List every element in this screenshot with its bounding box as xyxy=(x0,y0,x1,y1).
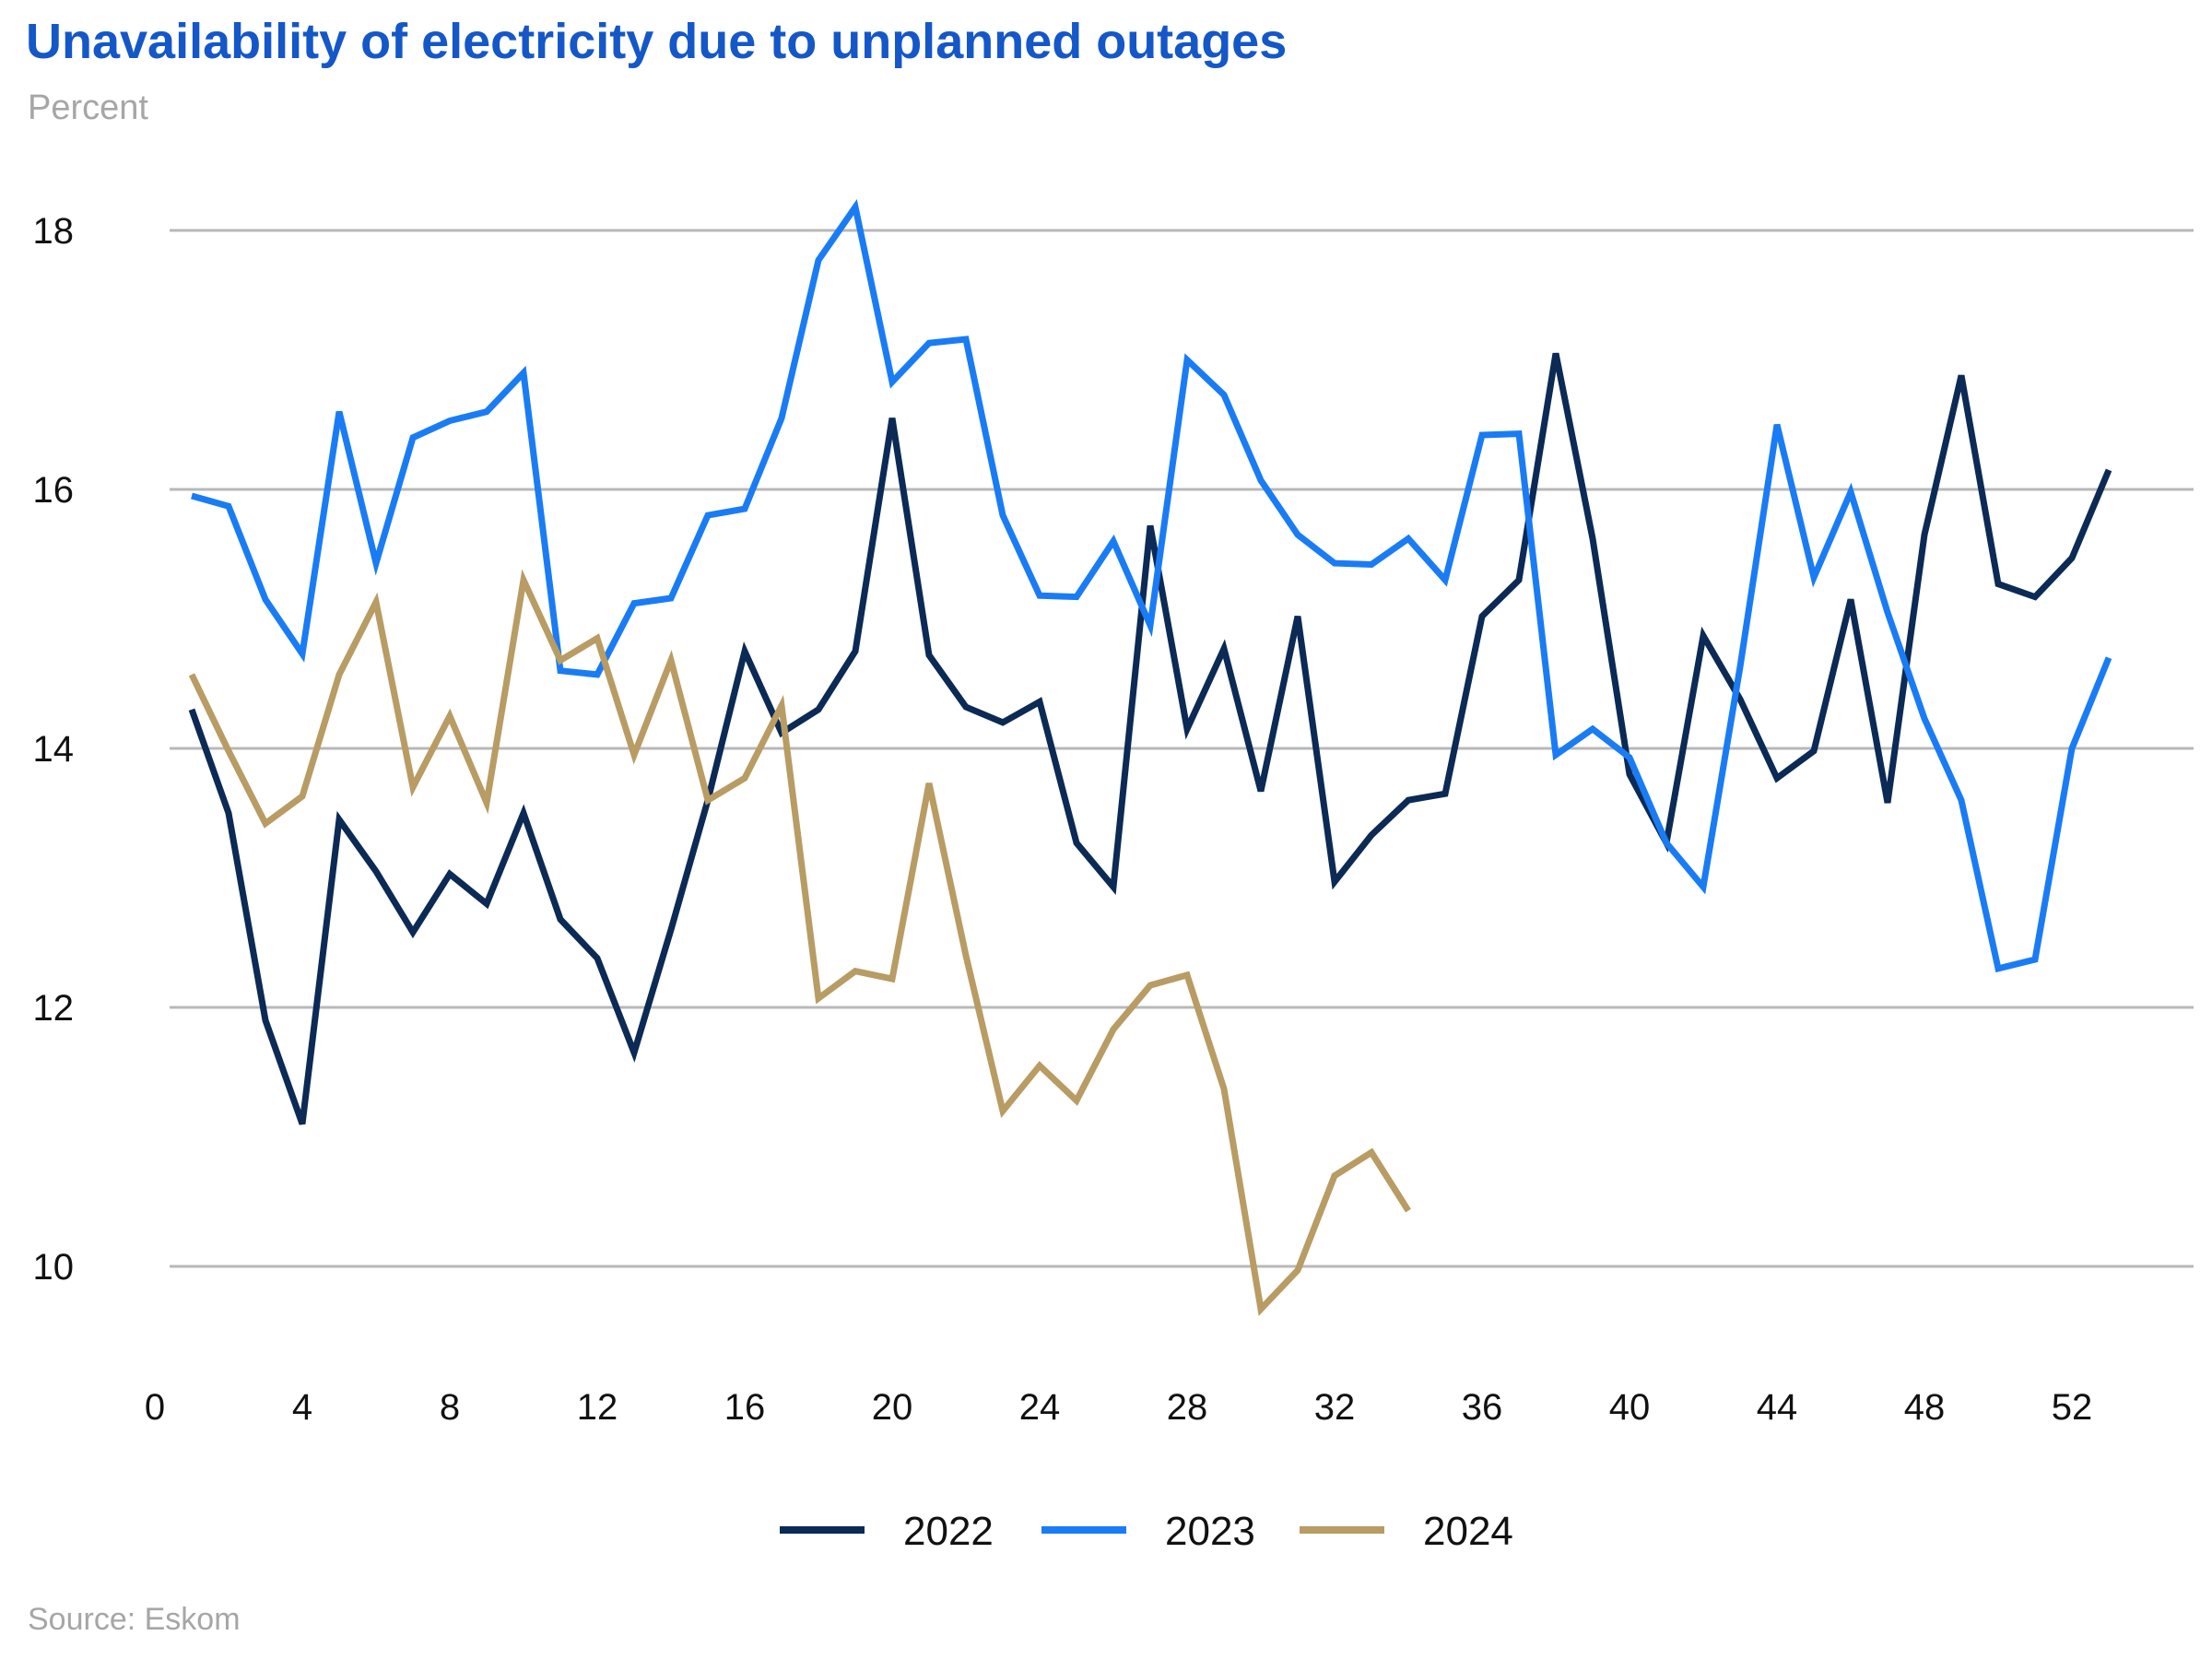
series-lines xyxy=(188,199,2112,1316)
x-tick-label: 44 xyxy=(1757,1387,1798,1428)
x-tick-label: 52 xyxy=(2052,1387,2093,1428)
x-tick-label: 40 xyxy=(1609,1387,1651,1428)
chart-subtitle: Percent xyxy=(28,88,148,127)
legend-label-2024: 2024 xyxy=(1423,1509,1513,1554)
x-tick-label: 8 xyxy=(440,1387,460,1428)
x-axis-ticks: 0 4 8 12 16 20 24 28 32 36 40 44 48 52 xyxy=(145,1387,2092,1428)
gridlines xyxy=(170,229,2194,1268)
chart-title: Unavailability of electricity due to unp… xyxy=(26,14,1288,69)
y-tick-label: 10 xyxy=(33,1247,75,1288)
series-line-2024 xyxy=(188,569,1411,1316)
legend: 2022 2023 2024 xyxy=(780,1509,1513,1554)
x-tick-label: 36 xyxy=(1462,1387,1503,1428)
series-line-2023 xyxy=(191,199,2112,973)
y-tick-label: 16 xyxy=(33,470,75,511)
series-line-2022 xyxy=(188,352,2112,1125)
legend-label-2022: 2022 xyxy=(903,1509,994,1554)
x-tick-label: 24 xyxy=(1019,1387,1061,1428)
x-tick-label: 32 xyxy=(1314,1387,1356,1428)
x-tick-label: 4 xyxy=(292,1387,312,1428)
y-axis-ticks: 10 12 14 16 18 xyxy=(33,211,75,1288)
x-tick-label: 48 xyxy=(1904,1387,1946,1428)
x-tick-label: 12 xyxy=(577,1387,618,1428)
x-tick-label: 0 xyxy=(145,1387,165,1428)
y-tick-label: 14 xyxy=(33,729,75,770)
x-tick-label: 20 xyxy=(872,1387,913,1428)
source-note: Source: Eskom xyxy=(28,1602,241,1637)
y-tick-label: 12 xyxy=(33,988,75,1029)
x-tick-label: 28 xyxy=(1167,1387,1208,1428)
y-tick-label: 18 xyxy=(33,211,75,252)
x-tick-label: 16 xyxy=(724,1387,766,1428)
legend-label-2023: 2023 xyxy=(1165,1509,1255,1554)
